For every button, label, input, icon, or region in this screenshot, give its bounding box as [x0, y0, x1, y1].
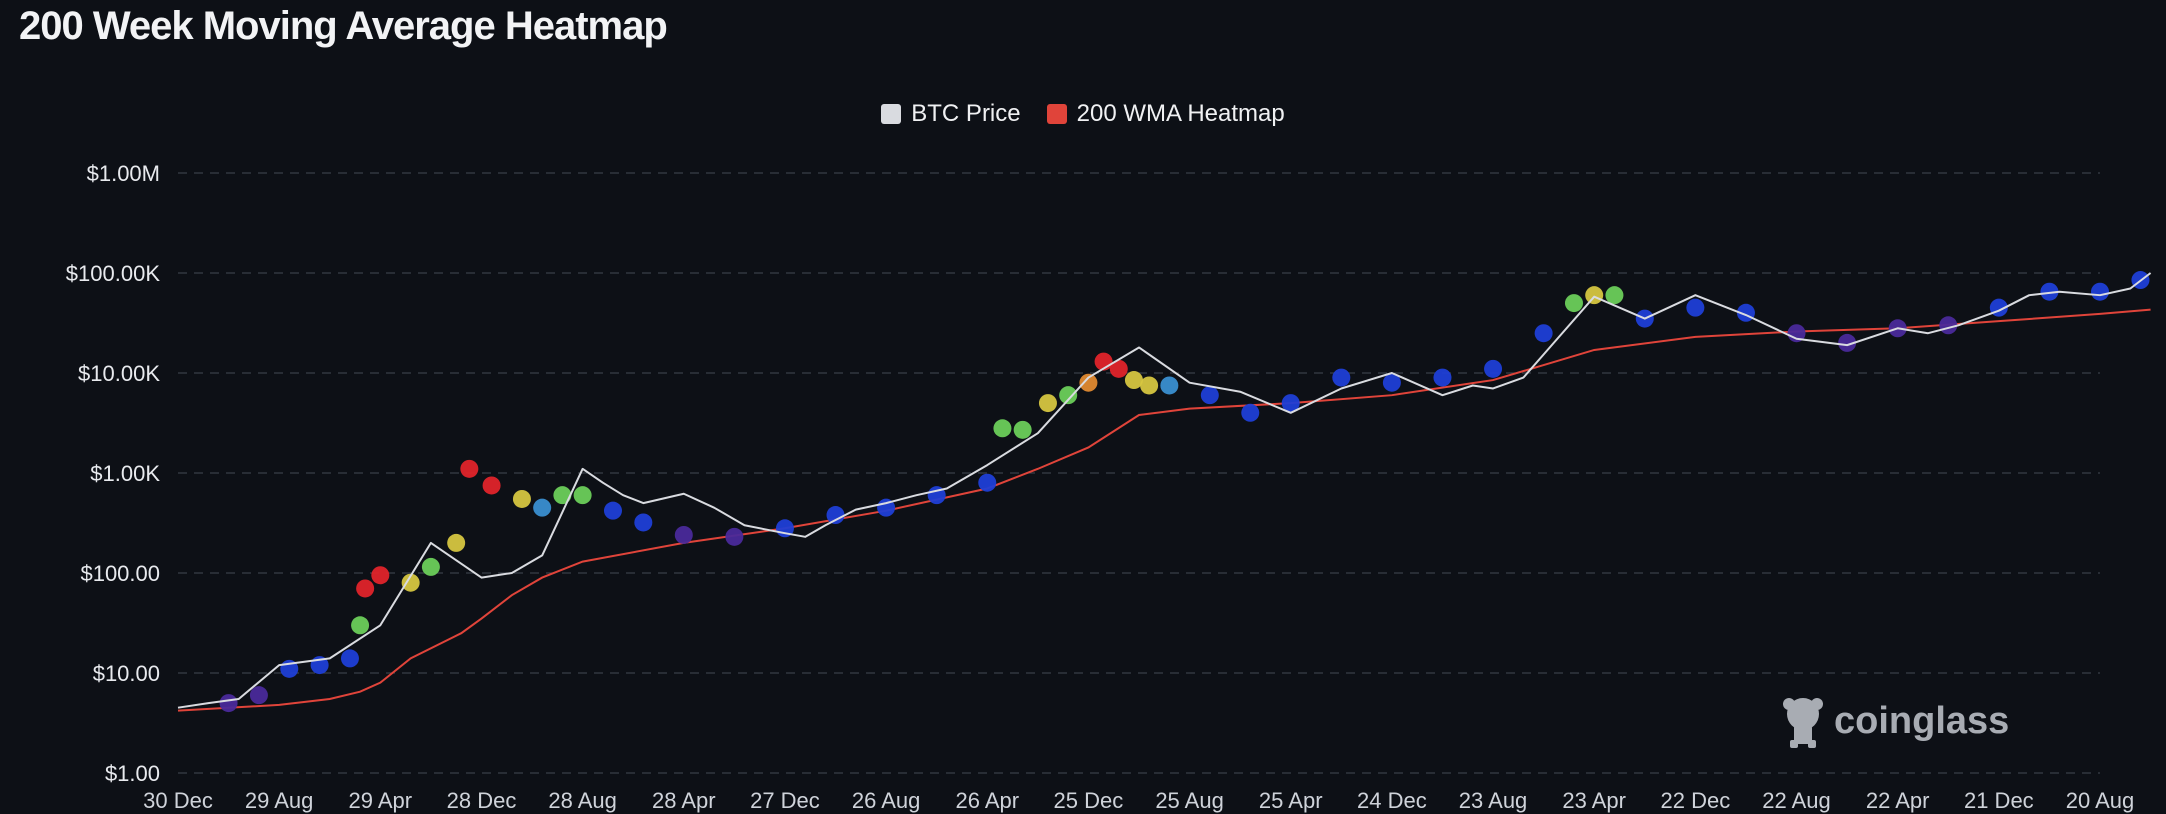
legend-swatch-btc-price: [881, 104, 902, 124]
heat-point: [1605, 286, 1624, 305]
heat-point: [1484, 359, 1503, 378]
legend-label-200-wma: 200 WMA Heatmap: [1076, 100, 1285, 127]
heat-point: [340, 649, 359, 668]
x-tick-label: 26 Apr: [955, 788, 1019, 813]
heat-point: [512, 489, 531, 508]
y-tick-label: $10.00K: [78, 361, 160, 386]
x-tick-label: 29 Apr: [349, 788, 413, 813]
heat-point: [1433, 368, 1452, 387]
heat-point: [725, 527, 744, 546]
x-tick-label: 23 Apr: [1562, 788, 1626, 813]
heat-point: [1332, 368, 1351, 387]
x-tick-label: 21 Dec: [1964, 788, 2034, 813]
series-btc-price-line: [177, 272, 2152, 709]
heat-point: [573, 486, 592, 505]
heat-point: [421, 557, 440, 576]
x-tick-label: 29 Aug: [245, 788, 314, 813]
x-tick-label: 20 Aug: [2066, 788, 2135, 813]
x-tick-label: 25 Aug: [1155, 788, 1224, 813]
heat-point: [1038, 394, 1057, 413]
heat-point: [2091, 282, 2109, 301]
heat-point: [371, 566, 390, 585]
heat-point: [2040, 282, 2059, 301]
x-tick-label: 22 Apr: [1866, 788, 1930, 813]
y-tick-label: $1.00: [105, 761, 160, 786]
heat-point: [482, 476, 501, 495]
y-tick-label: $100.00: [80, 561, 160, 586]
heat-point: [1686, 298, 1705, 317]
series-200-wma-line: [177, 308, 2151, 712]
heat-point: [447, 533, 466, 552]
x-tick-label: 30 Dec: [143, 788, 213, 813]
heat-point: [1241, 403, 1260, 422]
heat-point: [1585, 286, 1604, 305]
heat-point: [1124, 371, 1143, 390]
heat-point: [460, 459, 479, 478]
heat-point: [1109, 359, 1128, 378]
x-tick-label: 26 Aug: [852, 788, 921, 813]
heat-point: [1013, 420, 1032, 439]
heat-point: [356, 579, 375, 598]
y-tick-label: $100.00K: [66, 261, 161, 286]
x-tick-label: 22 Aug: [1762, 788, 1831, 813]
heat-point: [634, 513, 653, 532]
heat-point: [1534, 324, 1553, 343]
y-tick-label: $1.00K: [90, 461, 160, 486]
heat-point: [401, 573, 420, 592]
x-tick-label: 25 Apr: [1259, 788, 1323, 813]
heat-point: [1838, 333, 1857, 352]
coinglass-logo-icon: [1783, 698, 1823, 748]
heat-point: [978, 473, 997, 492]
x-tick-label: 28 Dec: [447, 788, 517, 813]
x-tick-label: 25 Dec: [1054, 788, 1124, 813]
heat-point: [1079, 373, 1098, 392]
page-title: 200 Week Moving Average Heatmap: [19, 4, 668, 48]
heat-point: [1160, 376, 1179, 395]
legend-item-btc-price[interactable]: BTC Price: [881, 100, 1021, 128]
heat-point: [674, 525, 693, 544]
x-tick-label: 23 Aug: [1459, 788, 1528, 813]
heat-point: [1564, 294, 1583, 313]
x-tick-label: 22 Dec: [1661, 788, 1731, 813]
heat-point: [1140, 376, 1159, 395]
chart-legend: BTC Price 200 WMA Heatmap: [0, 100, 2166, 128]
y-tick-label: $1.00M: [87, 161, 160, 186]
x-tick-label: 27 Dec: [750, 788, 820, 813]
watermark: coinglass: [1780, 694, 2009, 748]
watermark-text: coinglass: [1834, 699, 2010, 742]
heat-point: [603, 501, 622, 520]
legend-item-200-wma[interactable]: 200 WMA Heatmap: [1046, 100, 1285, 128]
x-tick-label: 28 Aug: [548, 788, 617, 813]
legend-swatch-200-wma: [1046, 104, 1067, 124]
heat-point: [993, 419, 1012, 438]
heat-point: [1281, 394, 1300, 413]
heat-point: [219, 694, 238, 713]
legend-label-btc-price: BTC Price: [911, 100, 1021, 127]
y-tick-label: $10.00: [93, 661, 160, 686]
heat-point: [249, 686, 268, 705]
x-tick-label: 28 Apr: [652, 788, 716, 813]
heat-point: [351, 616, 370, 635]
heat-point: [553, 486, 572, 505]
heat-point: [1059, 386, 1078, 405]
heat-point: [1200, 386, 1219, 405]
heat-point: [533, 498, 552, 517]
heat-point: [826, 506, 845, 525]
x-tick-label: 24 Dec: [1357, 788, 1427, 813]
heat-point: [1382, 373, 1401, 392]
